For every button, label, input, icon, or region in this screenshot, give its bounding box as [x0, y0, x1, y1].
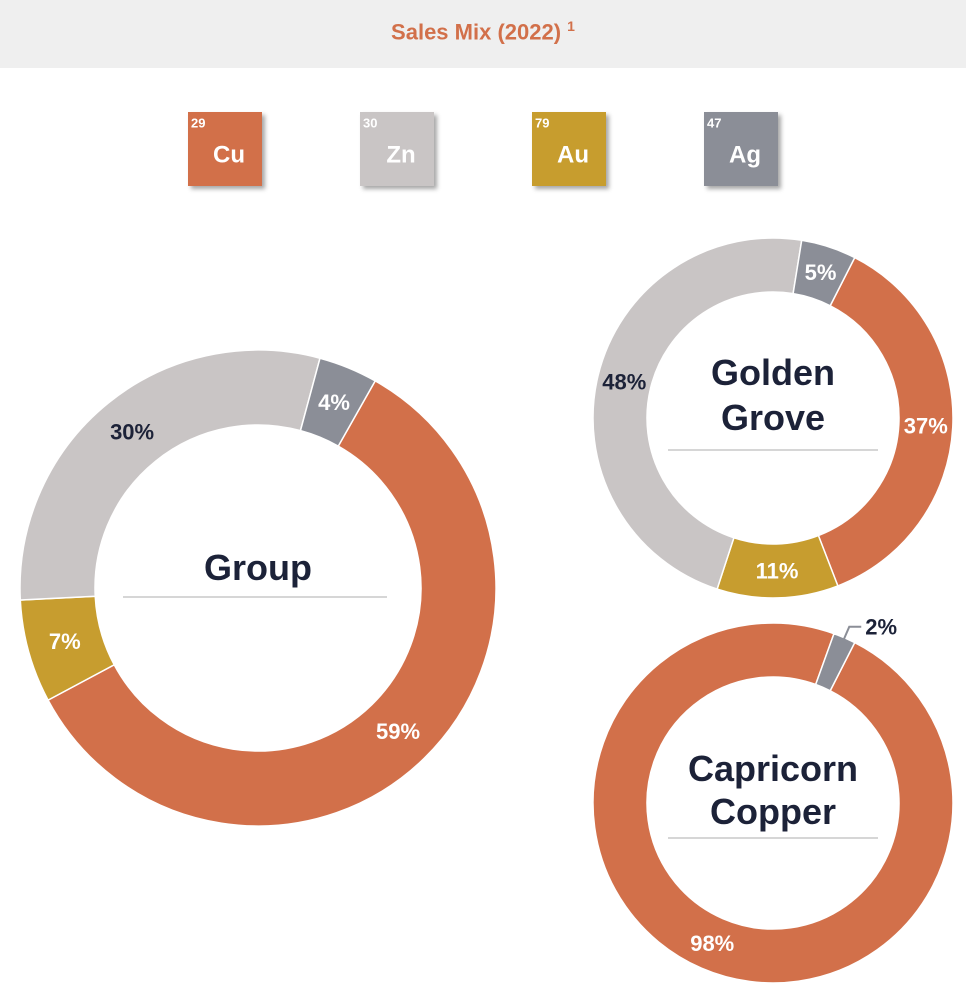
value-label: 98% [690, 931, 734, 956]
value-label: 11% [756, 558, 799, 583]
donut-segment [817, 256, 954, 587]
donut-segment [19, 349, 321, 601]
chart-title: Sales Mix (2022) [391, 19, 562, 45]
legend-label: Au [557, 142, 589, 169]
donut-segment [814, 632, 856, 692]
donut-segment [592, 237, 803, 591]
value-label: 2% [865, 614, 897, 639]
value-label: 59% [376, 719, 420, 744]
value-label: 37% [904, 413, 948, 438]
value-label: 5% [805, 260, 837, 285]
title-wrap: Sales Mix (2022) 1 [0, 18, 966, 45]
value-label: 7% [49, 629, 81, 654]
donut-segment [592, 622, 954, 984]
donut-segment [47, 379, 497, 827]
leader-line [841, 625, 862, 642]
donut-title: Capricorn Copper [687, 748, 859, 832]
donut-title: Group [204, 547, 312, 588]
legend-label: Zn [386, 142, 415, 169]
legend-swatch [532, 112, 606, 186]
legend-number: 47 [707, 116, 721, 131]
title-bar [0, 0, 966, 68]
value-label: 4% [318, 390, 350, 415]
legend-label: Ag [729, 142, 761, 169]
donut-title: Golden Grove [711, 352, 835, 438]
legend-label: Cu [213, 142, 245, 169]
legend-swatch [360, 112, 434, 186]
title-note: 1 [567, 18, 575, 34]
donut-segment [299, 357, 377, 448]
value-label: 30% [110, 419, 154, 444]
legend-number: 30 [363, 116, 377, 131]
value-label: 48% [602, 369, 646, 394]
legend-swatch [704, 112, 778, 186]
donut-segment [792, 239, 856, 307]
legend-number: 29 [191, 116, 205, 131]
legend-number: 79 [535, 116, 549, 131]
legend-swatch [188, 112, 262, 186]
